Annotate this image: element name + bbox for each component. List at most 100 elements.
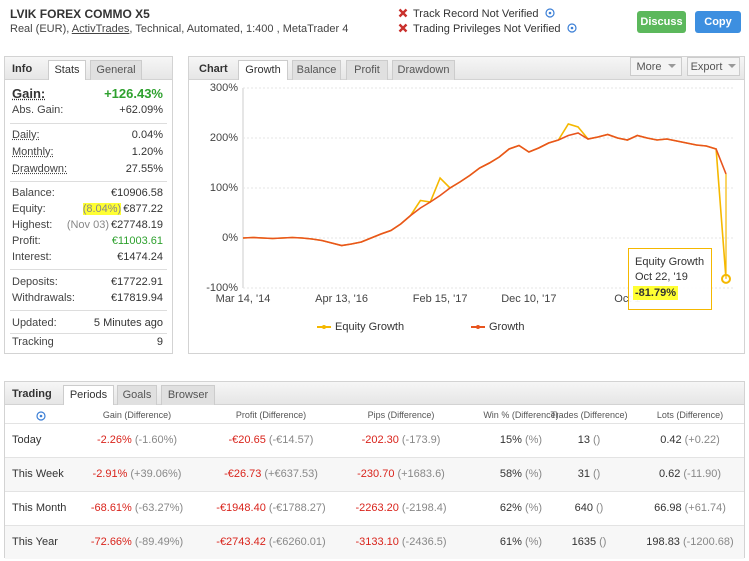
stat-value-wrap: +62.09% xyxy=(119,103,163,117)
stat-value: €1474.24 xyxy=(117,251,163,263)
button[interactable]: Copy xyxy=(695,11,741,33)
cell-value: 640 xyxy=(574,502,594,514)
tab[interactable]: General xyxy=(90,60,142,80)
column-header: Profit (Difference) xyxy=(235,410,307,420)
table-cell: -2.91% (+39.06%) xyxy=(62,467,212,481)
stat-value-wrap: €11003.61 xyxy=(112,234,163,248)
cell-value: -230.70 xyxy=(357,468,395,480)
x-icon xyxy=(398,8,408,20)
info-icon[interactable] xyxy=(566,23,577,35)
cell-diff: (-€6260.01) xyxy=(268,536,326,548)
x-tick-label: Apr 13, '16 xyxy=(315,293,368,305)
cell-diff: (-63.27%) xyxy=(134,502,184,514)
subtitle-text: , Technical, Automated, 1:400 , MetaTrad… xyxy=(129,23,349,35)
stat-value-wrap: €1474.24 xyxy=(117,250,163,264)
stat-value: €17722.91 xyxy=(111,276,163,288)
cell-value: 1635 xyxy=(571,536,597,548)
stat-label: Equity: xyxy=(12,203,46,215)
stat-value: €877.22 xyxy=(123,203,163,215)
table-cell: -€26.73 (+€637.53) xyxy=(196,467,346,481)
table-cell: -2.26% (-1.60%) xyxy=(62,433,212,447)
tab[interactable]: Browser xyxy=(161,385,215,405)
table-cell: -€1948.40 (-€1788.27) xyxy=(196,501,346,515)
table-row xyxy=(5,491,744,525)
cell-diff: () xyxy=(592,468,601,480)
cell-value: -€1948.40 xyxy=(216,502,266,514)
tab[interactable]: Periods xyxy=(63,385,114,405)
chart-panel xyxy=(188,56,745,354)
legend-dot xyxy=(476,325,480,329)
table-cell: 198.83 (-1200.68) xyxy=(615,535,749,549)
stat-value: 9 xyxy=(156,336,163,348)
button[interactable]: Discuss xyxy=(637,11,686,33)
table-cell: 13() xyxy=(514,433,664,447)
stat-label: Interest: xyxy=(12,251,52,263)
cell-diff: (-2198.4) xyxy=(401,502,447,514)
x-tick-label: Feb 15, '17 xyxy=(413,293,468,305)
cell-value: -202.30 xyxy=(361,434,399,446)
cell-value: -€26.73 xyxy=(224,468,262,480)
legend-label: Equity Growth xyxy=(335,321,404,333)
tab[interactable]: Balance xyxy=(292,60,341,80)
stat-value: €10906.58 xyxy=(111,187,163,199)
broker-link[interactable]: ActivTrades xyxy=(71,23,130,35)
table-cell: 31() xyxy=(514,467,664,481)
stat-value-wrap: €10906.58 xyxy=(111,186,163,200)
stat-label: Drawdown: xyxy=(12,163,68,175)
info-panel xyxy=(4,56,173,354)
cell-diff: (%) xyxy=(524,434,543,446)
status-line: Trading Privileges Not Verified xyxy=(398,22,577,36)
account-subtitle: Real (EUR), ActivTrades, Technical, Auto… xyxy=(10,22,348,36)
tab[interactable]: Goals xyxy=(117,385,157,405)
cell-diff: (-€14.57) xyxy=(268,434,314,446)
status-text: Track Record Not Verified xyxy=(413,8,539,20)
separator xyxy=(10,123,167,124)
tab[interactable]: Profit xyxy=(346,60,388,80)
tab[interactable]: Stats xyxy=(48,60,86,80)
cell-diff: (+39.06%) xyxy=(130,468,182,480)
stat-label: Balance: xyxy=(12,187,55,199)
stat-value: +62.09% xyxy=(119,104,163,116)
stat-value: 5 Minutes ago xyxy=(93,317,163,329)
y-tick-label: -100% xyxy=(206,282,238,294)
cell-value: 198.83 xyxy=(646,536,680,548)
table-cell: 0.42 (+0.22) xyxy=(615,433,749,447)
stat-label: Deposits: xyxy=(12,276,58,288)
x-tick-label: Dec 10, '17 xyxy=(501,293,556,305)
dropdown-button[interactable]: More xyxy=(630,57,682,76)
table-cell: -2263.20 (-2198.4) xyxy=(326,501,476,515)
stat-value-wrap: €17722.91 xyxy=(111,275,163,289)
dropdown-button[interactable]: Export xyxy=(687,57,740,76)
stat-label: Updated: xyxy=(12,317,57,329)
table-cell: -230.70 (+1683.6) xyxy=(326,467,476,481)
help-icon[interactable] xyxy=(36,410,46,424)
column-header: Pips (Difference) xyxy=(367,410,435,420)
stat-value-wrap: 9 xyxy=(157,335,163,349)
tab[interactable]: Drawdown xyxy=(392,60,455,80)
period-label: Today xyxy=(12,434,42,446)
table-cell: 1635() xyxy=(514,535,664,549)
subtitle-text: Real (EUR), xyxy=(10,23,72,35)
table-cell: -3133.10 (-2436.5) xyxy=(326,535,476,549)
info-icon[interactable] xyxy=(544,8,555,20)
separator xyxy=(10,269,167,270)
table-cell: 61% (%) xyxy=(446,535,596,549)
period-label: This Month xyxy=(12,502,67,514)
stat-label: Withdrawals: xyxy=(12,292,75,304)
table-cell: -€2743.42 (-€6260.01) xyxy=(196,535,346,549)
stat-label: Highest: xyxy=(12,219,53,231)
series-line xyxy=(242,132,727,247)
cell-value: 15% xyxy=(499,434,522,446)
tab[interactable]: Growth xyxy=(238,60,288,80)
stat-value: €17819.94 xyxy=(111,292,163,304)
cell-value: -€20.65 xyxy=(228,434,266,446)
tooltip-date: Oct 22, '19 xyxy=(635,271,688,283)
caret xyxy=(667,64,676,72)
stat-note: (Nov 03) xyxy=(66,219,109,231)
stat-value-wrap: €17819.94 xyxy=(111,291,163,305)
y-tick-label: 200% xyxy=(210,132,238,144)
cell-value: -€2743.42 xyxy=(216,536,266,548)
table-row xyxy=(5,525,744,559)
stat-label: Monthly: xyxy=(12,146,54,158)
